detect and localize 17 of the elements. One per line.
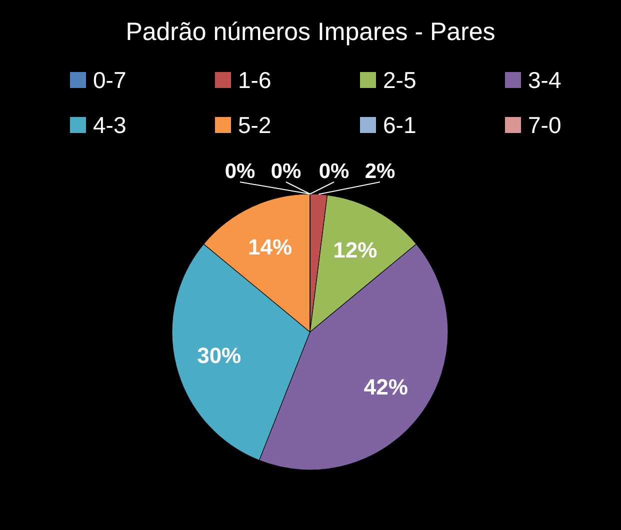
legend-label: 3-4 <box>528 67 562 93</box>
legend-label: 7-0 <box>528 112 562 138</box>
text: 0% <box>270 160 302 183</box>
legend-label: 1-6 <box>238 67 272 93</box>
data-label: 30% <box>197 342 242 368</box>
data-label: 42% <box>364 374 408 400</box>
text: 0% <box>318 160 350 183</box>
text: 0% <box>224 160 256 183</box>
data-label: 2% <box>364 160 396 183</box>
legend-label: 4-3 <box>93 112 126 138</box>
legend-label: 6-1 <box>383 112 416 138</box>
legend-label: 0-7 <box>93 67 126 93</box>
chart-title: Padrão números Impares - Pares <box>126 18 496 46</box>
legend-label: 2-5 <box>383 67 416 93</box>
data-label: 12% <box>333 237 378 262</box>
legend-label: 5-2 <box>238 112 272 138</box>
data-label: 14% <box>248 234 292 260</box>
